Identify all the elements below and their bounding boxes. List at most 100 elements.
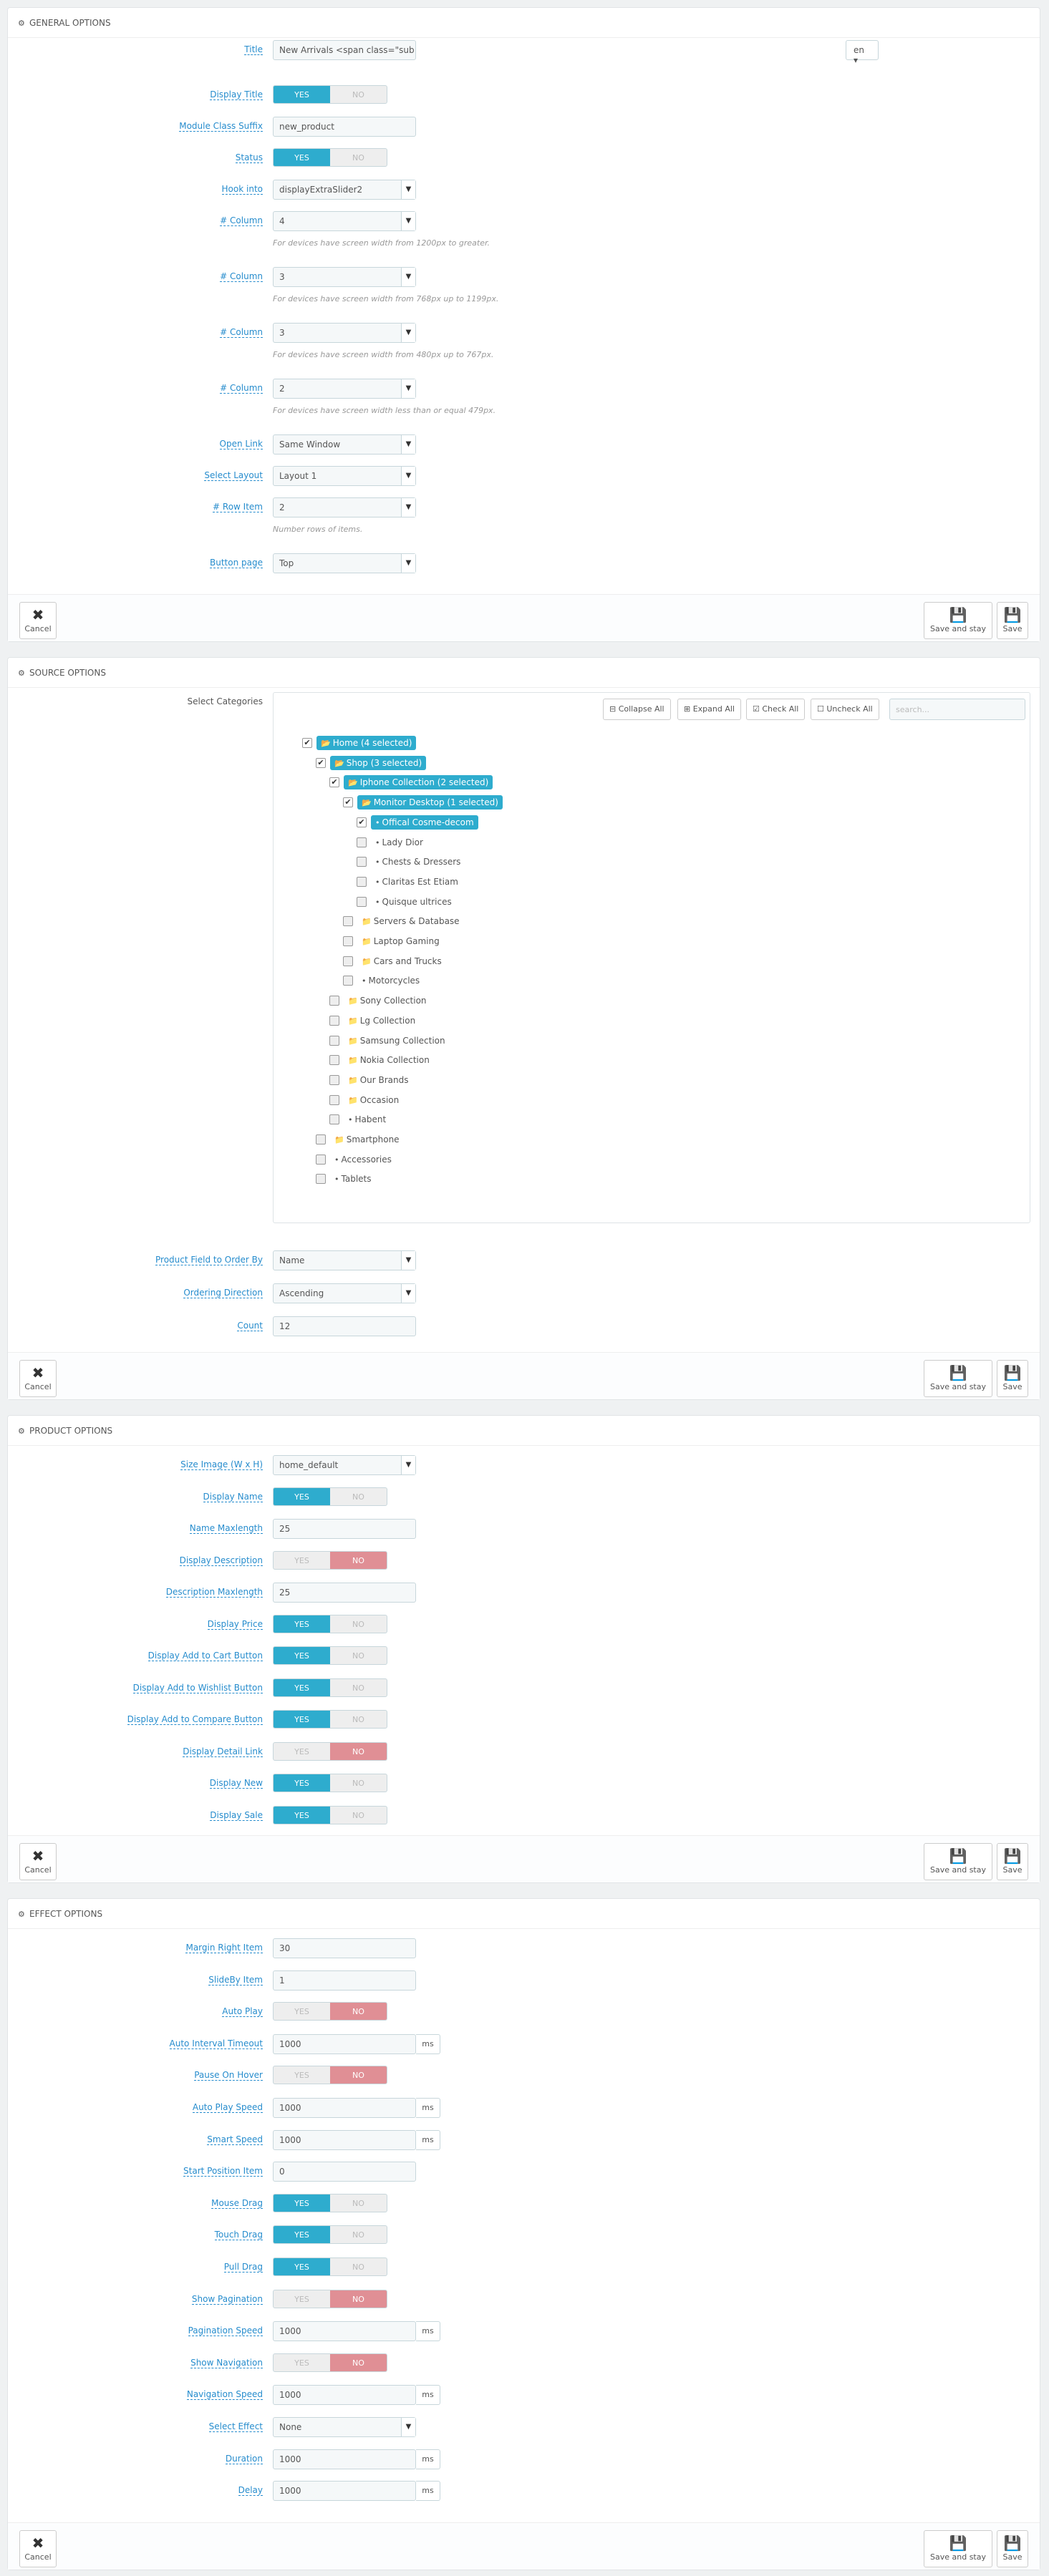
slideby-item-input[interactable]: 1 — [273, 1970, 416, 1991]
switch-no[interactable]: NO — [352, 153, 364, 162]
tree-node-checkbox[interactable] — [329, 1094, 339, 1105]
switch-yes[interactable]: YES — [274, 149, 330, 166]
tree-node-checkbox[interactable]: ✔ — [343, 797, 353, 808]
save-button[interactable]: 💾 Save — [997, 602, 1028, 639]
row-item-select[interactable]: 2 ▼ — [273, 497, 416, 517]
tree-node[interactable]: ✔ 📂 Home (4 selected) — [302, 736, 417, 752]
check-all-button[interactable]: ☑ Check All — [746, 699, 806, 720]
switch-no[interactable]: NO — [330, 2353, 387, 2371]
switch-no[interactable]: NO — [352, 1683, 364, 1693]
tree-node[interactable]: • Tablets — [316, 1172, 376, 1187]
display-detail-link-switch[interactable]: YES NO — [273, 1741, 387, 1761]
order-by-select[interactable]: Name ▼ — [273, 1250, 416, 1270]
tree-node-checkbox[interactable]: ✔ — [302, 738, 312, 748]
switch-yes[interactable]: YES — [294, 2294, 309, 2304]
display-sale-switch[interactable]: YES NO — [273, 1805, 387, 1824]
status-switch[interactable]: YES NO — [273, 148, 387, 167]
tree-node[interactable]: 📁 Samsung Collection — [329, 1034, 450, 1049]
tree-node-checkbox[interactable] — [357, 837, 367, 847]
switch-yes[interactable]: YES — [274, 1487, 330, 1505]
cancel-button[interactable]: ✖ Cancel — [19, 2530, 57, 2567]
tree-node[interactable]: • Chests & Dressers — [357, 855, 465, 870]
tree-node[interactable]: 📁 Servers & Database — [343, 914, 464, 930]
auto-play-switch[interactable]: YES NO — [273, 2002, 387, 2021]
description-maxlength-input[interactable]: 25 — [273, 1583, 416, 1603]
tree-node[interactable]: • Lady Dior — [357, 835, 427, 851]
display-title-switch[interactable]: YES NO — [273, 85, 387, 104]
tree-node-checkbox[interactable] — [316, 1134, 326, 1144]
tree-node[interactable]: ✔ 📂 Iphone Collection (2 selected) — [329, 775, 493, 791]
switch-no[interactable]: NO — [352, 1619, 364, 1629]
save-and-stay-button[interactable]: 💾 Save and stay — [924, 602, 992, 639]
switch-no[interactable]: NO — [352, 2198, 364, 2208]
expand-all-button[interactable]: ⊞ Expand All — [677, 699, 741, 720]
switch-yes[interactable]: YES — [294, 2007, 309, 2017]
switch-no[interactable]: NO — [352, 90, 364, 99]
save-and-stay-button[interactable]: 💾 Save and stay — [924, 1360, 992, 1397]
save-button[interactable]: 💾 Save — [997, 1360, 1028, 1397]
switch-no[interactable]: NO — [330, 2290, 387, 2308]
switch-yes[interactable]: YES — [274, 2226, 330, 2244]
switch-no[interactable]: NO — [352, 1492, 364, 1502]
switch-yes[interactable]: YES — [294, 2071, 309, 2081]
tree-node[interactable]: 📁 Laptop Gaming — [343, 934, 444, 950]
collapse-all-button[interactable]: ⊟ Collapse All — [603, 699, 671, 720]
save-button[interactable]: 💾 Save — [997, 1843, 1028, 1880]
switch-yes[interactable]: YES — [274, 2258, 330, 2275]
tree-node-checkbox[interactable] — [357, 896, 367, 907]
module-class-suffix-input[interactable]: new_product — [273, 117, 416, 137]
tree-node-checkbox[interactable]: ✔ — [316, 757, 326, 768]
tree-node-checkbox[interactable] — [357, 857, 367, 867]
switch-yes[interactable]: YES — [294, 1746, 309, 1756]
column-select[interactable]: 2 ▼ — [273, 379, 416, 399]
language-select[interactable]: en ▾ — [846, 40, 879, 65]
tree-node[interactable]: 📁 Cars and Trucks — [343, 954, 446, 970]
tree-node-checkbox[interactable] — [329, 1114, 339, 1125]
tree-node-checkbox[interactable] — [329, 1035, 339, 1046]
name-maxlength-input[interactable]: 25 — [273, 1519, 416, 1539]
margin-right-item-input[interactable]: 30 — [273, 1938, 416, 1958]
tree-node-checkbox[interactable] — [343, 956, 353, 966]
tree-node[interactable]: 📁 Our Brands — [329, 1073, 413, 1089]
tree-node[interactable]: ✔ • Offical Cosme-decom — [357, 815, 478, 831]
display-description-switch[interactable]: YES NO — [273, 1550, 387, 1570]
tree-node[interactable]: 📁 Smartphone — [316, 1132, 404, 1148]
tree-node-checkbox[interactable] — [343, 976, 353, 986]
switch-no[interactable]: NO — [352, 1651, 364, 1661]
touch-drag-switch[interactable]: YES NO — [273, 2225, 387, 2245]
tree-node-checkbox[interactable]: ✔ — [357, 817, 367, 827]
tree-node[interactable]: • Claritas Est Etiam — [357, 875, 463, 890]
tree-node[interactable]: 📁 Occasion — [329, 1093, 403, 1109]
tree-node[interactable]: ✔ 📂 Monitor Desktop (1 selected) — [343, 795, 503, 811]
tree-search-input[interactable]: search... — [889, 699, 1025, 720]
select-layout-select[interactable]: Layout 1 ▼ — [273, 466, 416, 486]
delay-input[interactable]: 1000 — [273, 2481, 416, 2502]
cancel-button[interactable]: ✖ Cancel — [19, 602, 57, 639]
switch-no[interactable]: NO — [352, 1779, 364, 1788]
display-name-switch[interactable]: YES NO — [273, 1487, 387, 1506]
cancel-button[interactable]: ✖ Cancel — [19, 1360, 57, 1397]
size-image-select[interactable]: home_default ▼ — [273, 1455, 416, 1475]
switch-no[interactable]: NO — [330, 1742, 387, 1760]
tree-node[interactable]: • Motorcycles — [343, 973, 424, 989]
count-input[interactable]: 12 — [273, 1316, 416, 1336]
display-price-switch[interactable]: YES NO — [273, 1614, 387, 1633]
switch-yes[interactable]: YES — [274, 1615, 330, 1633]
tree-node[interactable]: ✔ 📂 Shop (3 selected) — [316, 755, 427, 772]
switch-yes[interactable]: YES — [274, 1711, 330, 1728]
switch-no[interactable]: NO — [352, 2262, 364, 2272]
pagination-speed-input[interactable]: 1000 — [273, 2321, 416, 2342]
switch-no[interactable]: NO — [330, 2066, 387, 2084]
display-add-to-compare-switch[interactable]: YES NO — [273, 1710, 387, 1729]
tree-node-checkbox[interactable] — [329, 996, 339, 1006]
tree-node[interactable]: 📁 Sony Collection — [329, 993, 431, 1009]
start-position-item-input[interactable]: 0 — [273, 2162, 416, 2182]
save-and-stay-button[interactable]: 💾 Save and stay — [924, 2530, 992, 2567]
switch-yes[interactable]: YES — [274, 2194, 330, 2212]
tree-node-checkbox[interactable] — [357, 876, 367, 887]
title-input[interactable]: New Arrivals <span class="sub — [273, 40, 416, 60]
switch-yes[interactable]: YES — [274, 86, 330, 103]
switch-yes[interactable]: YES — [294, 2358, 309, 2368]
navigation-speed-input[interactable]: 1000 — [273, 2385, 416, 2406]
auto-play-speed-input[interactable]: 1000 — [273, 2098, 416, 2118]
